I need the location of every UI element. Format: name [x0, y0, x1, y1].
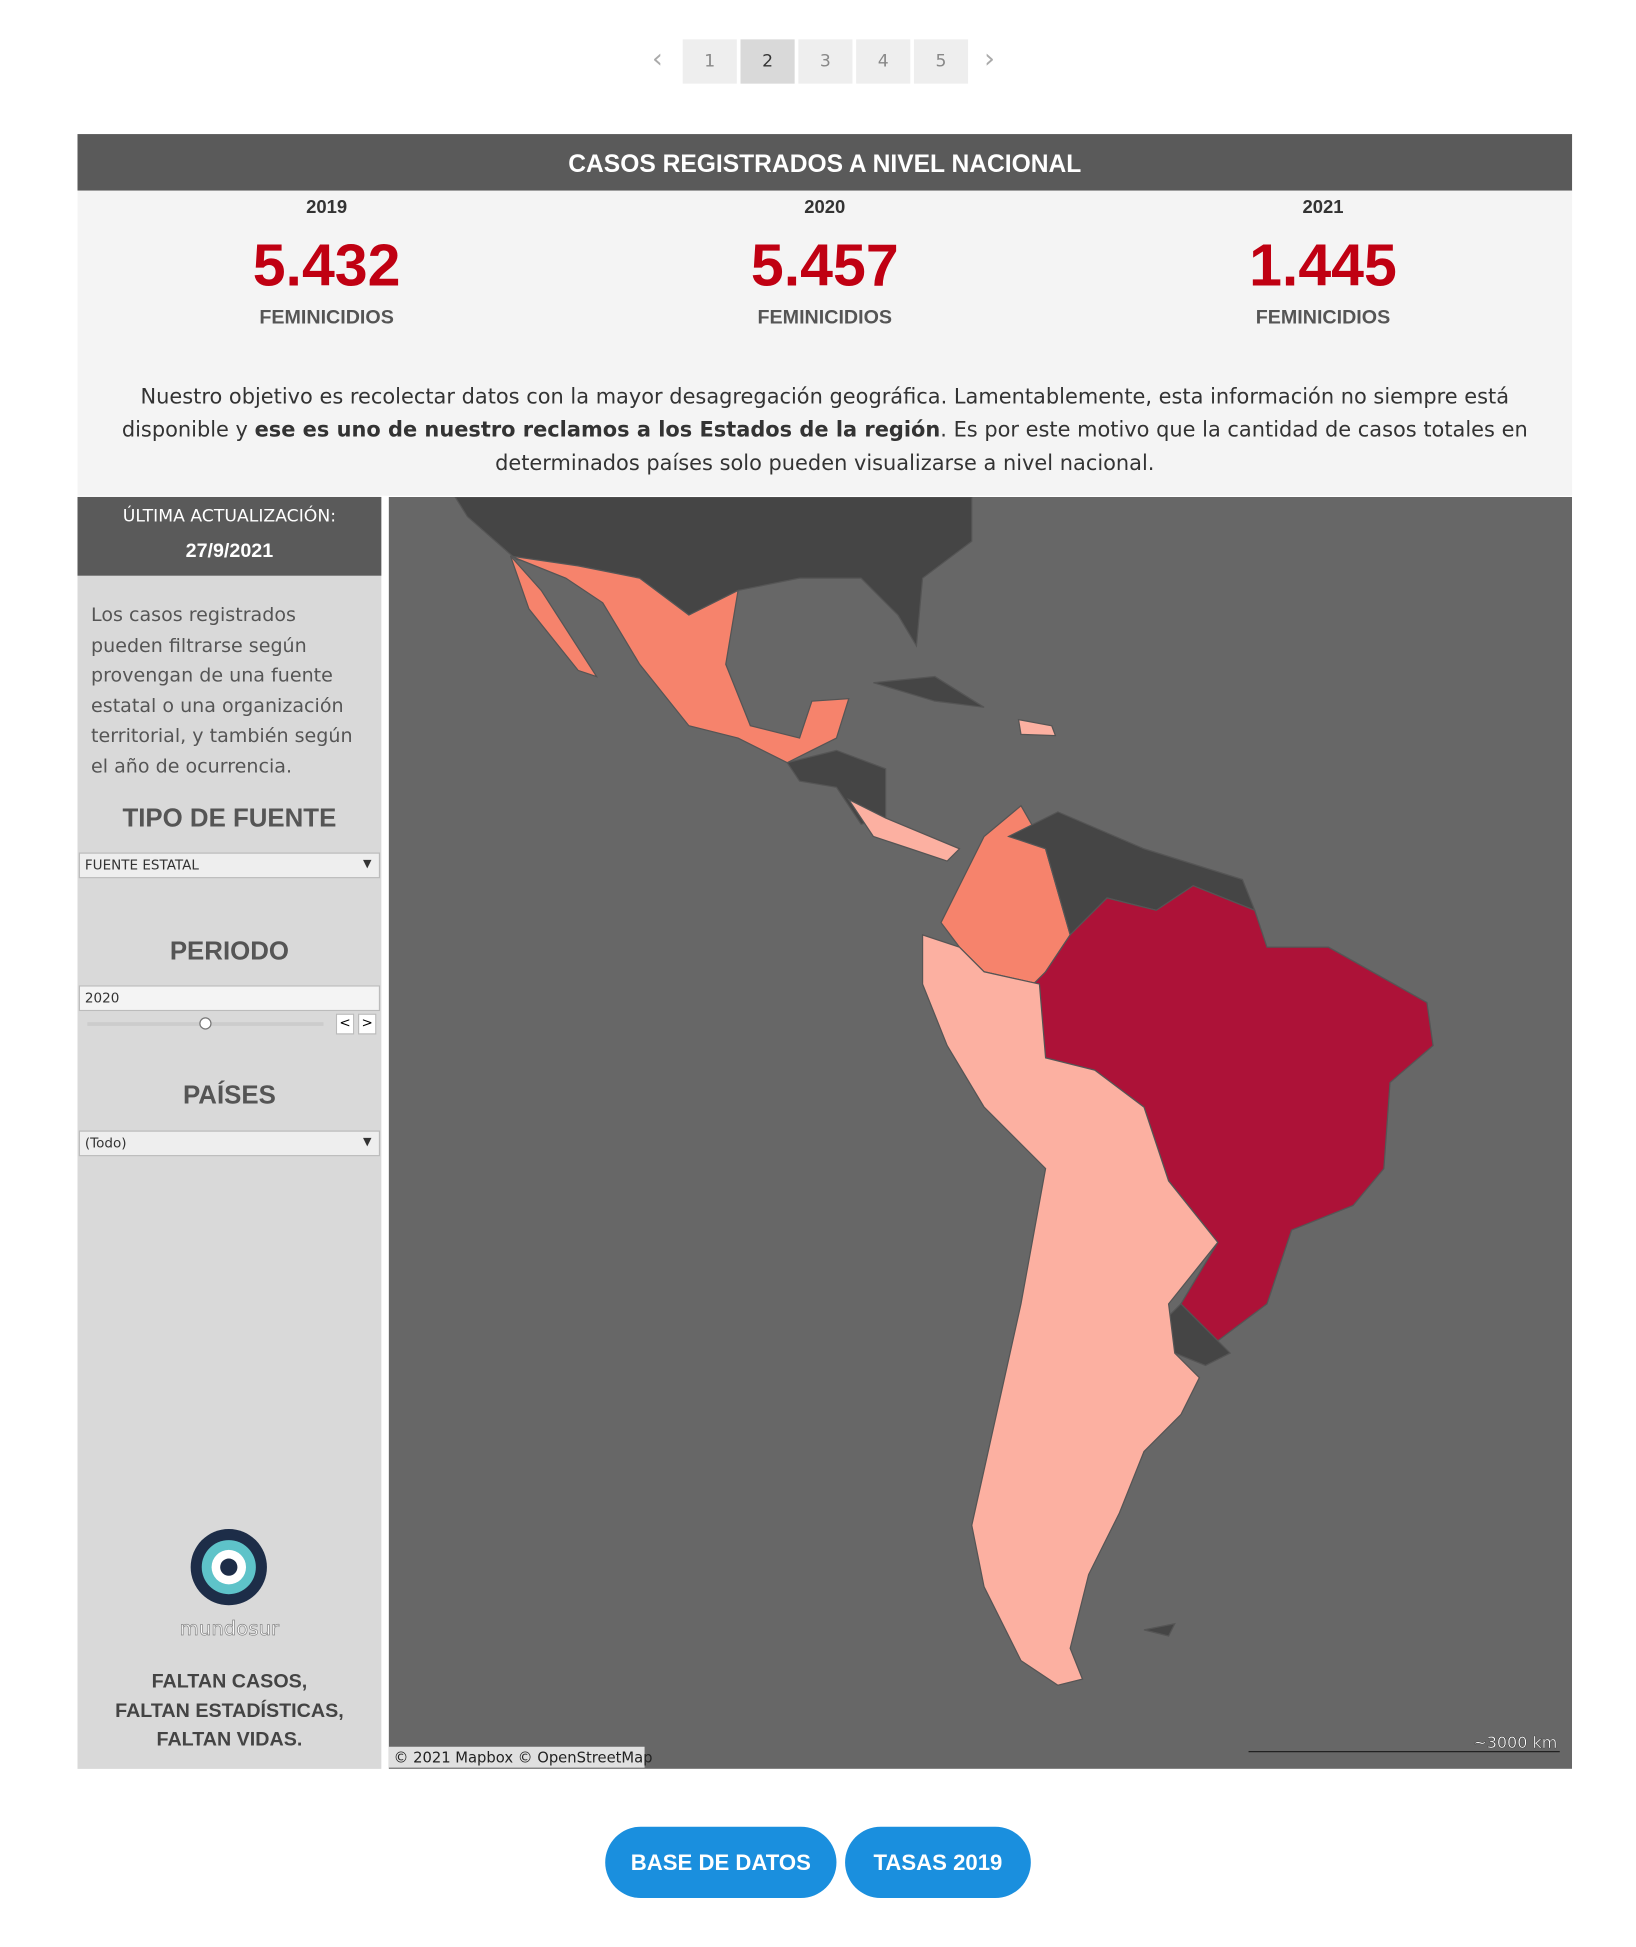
page-button[interactable]: 1 — [682, 39, 737, 84]
logo-text: mundosur — [179, 1616, 280, 1640]
dropdown[interactable]: (Todo) ▼ — [78, 1130, 381, 1157]
filter-title: TIPO DE FUENTE — [122, 804, 337, 833]
slider-next[interactable]: > — [357, 1013, 377, 1035]
page-button[interactable]: 5 — [913, 39, 969, 84]
slider-prev[interactable]: < — [335, 1013, 355, 1035]
stat-year: 2019 — [306, 196, 348, 218]
map-scale: ~3000 km — [1473, 1733, 1557, 1752]
stat: 2019 5.432 FEMINICIDIOS — [77, 191, 575, 330]
sidebar: ÚLTIMA ACTUALIZACIÓN: 27/9/2021 Los caso… — [77, 496, 382, 1769]
button[interactable]: BASE DE DATOS — [605, 1826, 837, 1899]
dropdown-value: (Todo) — [84, 1135, 127, 1152]
stat: 2020 5.457 FEMINICIDIOS — [576, 191, 1074, 330]
page-button[interactable]: 3 — [798, 39, 853, 84]
stat-label: FEMINICIDIOS — [259, 307, 394, 329]
page-button[interactable]: 4 — [856, 39, 911, 84]
slider-text: 2020 — [84, 990, 120, 1007]
update-label: ÚLTIMA ACTUALIZACIÓN: — [122, 506, 337, 527]
map[interactable]: © 2021 Mapbox © OpenStreetMap ~3000 km — [388, 496, 1573, 1769]
slogan-line: FALTAN ESTADÍSTICAS, — [115, 1700, 344, 1722]
update-box: ÚLTIMA ACTUALIZACIÓN: 27/9/2021 — [77, 496, 382, 576]
slogan-line: FALTAN VIDAS. — [156, 1729, 303, 1751]
stat-label: FEMINICIDIOS — [757, 307, 893, 329]
button[interactable]: TASAS 2019 — [845, 1826, 1031, 1899]
stat-year: 2021 — [1302, 196, 1344, 218]
dropdown[interactable]: FUENTE ESTATAL ▼ — [78, 852, 381, 879]
update-date: 27/9/2021 — [185, 541, 274, 563]
stats-panel: 2019 5.432 FEMINICIDIOS 2020 5.457 FEMINICIDI… — [77, 190, 1573, 496]
stat-label: FEMINICIDIOS — [1255, 307, 1391, 329]
page-button[interactable]: 2 — [740, 39, 795, 84]
stat-value: 1.445 — [1249, 233, 1397, 299]
bold-text: ese es uno de nuestro reclamos a los Est… — [254, 418, 941, 443]
stat: 2021 1.445 FEMINICIDIOS — [1074, 191, 1572, 330]
dropdown-value: FUENTE ESTATAL — [84, 857, 199, 874]
text: . Es por este motivo que la cantidad de … — [495, 418, 1528, 477]
filter-title: PAÍSES — [182, 1081, 276, 1110]
sidebar-text: Los casos registrados pueden filtrarse s… — [91, 603, 353, 778]
next-page[interactable]: › — [984, 44, 995, 76]
filter-title: PERIODO — [169, 937, 289, 966]
text: Nuestro objetivo es recolectar datos con… — [121, 385, 1510, 443]
slider-thumb[interactable] — [199, 1017, 212, 1030]
logo-icon — [190, 1529, 267, 1606]
stat-value: 5.457 — [750, 233, 899, 299]
prev-page[interactable]: ‹ — [651, 44, 663, 76]
description: Nuestro objetivo es recolectar datos con… — [114, 381, 1535, 481]
header: CASOS REGISTRADOS A NIVEL NACIONAL — [77, 134, 1573, 191]
slogan-line: FALTAN CASOS, — [151, 1671, 308, 1693]
map-attribution: © 2021 Mapbox © OpenStreetMap — [394, 1750, 653, 1767]
slider-value: 2020 — [78, 985, 381, 1012]
stat-year: 2020 — [804, 196, 846, 218]
stat-value: 5.432 — [252, 233, 401, 299]
